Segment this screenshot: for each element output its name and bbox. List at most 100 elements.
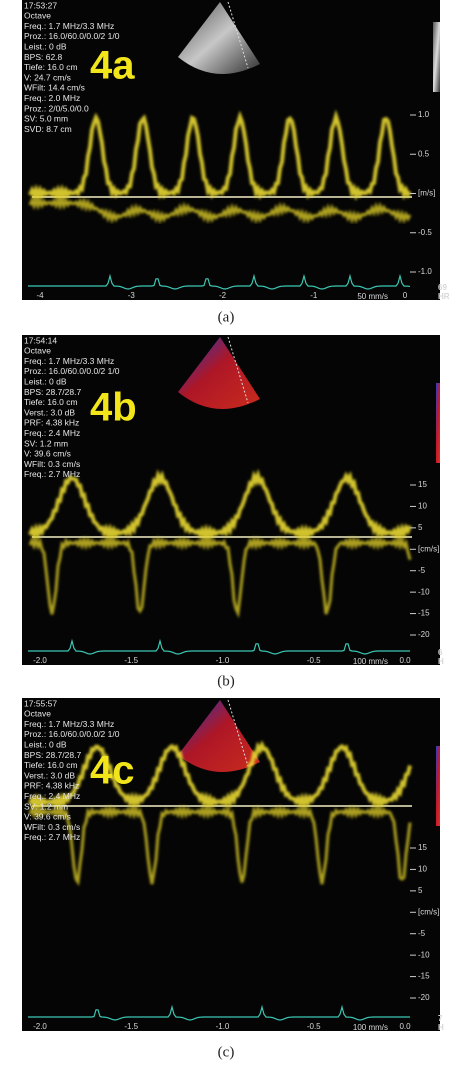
setting-line: Proz.: 2/0/5.0/0.0 bbox=[24, 103, 89, 113]
setting-line: Freq.: 2.0 MHz bbox=[24, 93, 80, 103]
setting-line: Verst.: 3.0 dB bbox=[24, 770, 75, 780]
doppler-lower bbox=[28, 195, 412, 225]
bottom-axis-label: -1.0 bbox=[216, 656, 230, 665]
panel-label: 4a bbox=[90, 44, 135, 88]
panel-label: 4c bbox=[90, 749, 135, 793]
heart-rate: 69 bbox=[438, 283, 447, 292]
setting-line: SVD: 8.7 cm bbox=[24, 124, 72, 134]
setting-line: WFilt: 14.4 cm/s bbox=[24, 83, 85, 93]
right-axis-label: [m/s] bbox=[418, 189, 435, 198]
panel-caption: (b) bbox=[217, 673, 235, 689]
sweep-speed: 100 mm/s bbox=[353, 657, 388, 666]
cursor-line bbox=[227, 699, 249, 767]
setting-line: Leist.: 0 dB bbox=[24, 739, 67, 749]
bottom-axis-label: -2.0 bbox=[33, 656, 47, 665]
panel-label: 4b bbox=[90, 386, 137, 430]
setting-line: BPS: 28.7/28.7 bbox=[24, 750, 81, 760]
right-axis-label: -1.0 bbox=[418, 267, 432, 276]
cursor-line bbox=[227, 336, 249, 404]
setting-line: 17:54:14 bbox=[24, 335, 57, 345]
right-axis-label: -5 bbox=[418, 566, 426, 575]
setting-line: Tiefe: 16.0 cm bbox=[24, 397, 78, 407]
right-axis-label: -10 bbox=[418, 950, 430, 959]
setting-line: V: 39.6 cm/s bbox=[24, 812, 71, 822]
setting-line: Tiefe: 16.0 cm bbox=[24, 62, 78, 72]
setting-line: V: 39.6 cm/s bbox=[24, 449, 71, 459]
ecg-trace bbox=[28, 638, 410, 655]
setting-line: Freq.: 2.7 MHz bbox=[24, 469, 80, 479]
setting-line: Freq.: 1.7 MHz/3.3 MHz bbox=[24, 719, 114, 729]
right-axis-label: 5 bbox=[418, 523, 423, 532]
right-axis-label: 10 bbox=[418, 865, 427, 874]
setting-line: Leist.: 0 dB bbox=[24, 41, 67, 51]
setting-line: SV: 1.2 mm bbox=[24, 801, 68, 811]
right-axis-label: -15 bbox=[418, 609, 430, 618]
setting-line: Leist.: 0 dB bbox=[24, 376, 67, 386]
bottom-axis-label: -2.0 bbox=[33, 1022, 47, 1031]
setting-line: Proz.: 16.0/60.0/0.0/2 1/0 bbox=[24, 31, 120, 41]
gray-bar bbox=[433, 22, 440, 92]
setting-line: Proz.: 16.0/60.0/0.0/2 1/0 bbox=[24, 366, 120, 376]
setting-line: Freq.: 1.7 MHz/3.3 MHz bbox=[24, 356, 114, 366]
doppler-upper bbox=[28, 468, 412, 543]
doppler-lower bbox=[28, 804, 412, 887]
setting-line: Tiefe: 16.0 cm bbox=[24, 760, 78, 770]
heart-rate-unit: H bbox=[438, 657, 444, 666]
ecg-trace bbox=[28, 1004, 410, 1021]
setting-line: SV: 5.0 mm bbox=[24, 114, 68, 124]
heart-rate: 7 bbox=[438, 1014, 443, 1023]
bottom-axis-label: -1 bbox=[310, 291, 318, 300]
echo-sector bbox=[178, 700, 260, 772]
doppler-upper bbox=[28, 109, 412, 203]
echo-sector bbox=[178, 337, 260, 409]
setting-line: BPS: 62.8 bbox=[24, 52, 63, 62]
cursor-line bbox=[227, 1, 249, 69]
bottom-axis-label: -1.5 bbox=[124, 656, 138, 665]
right-axis-label: -15 bbox=[418, 972, 430, 981]
heart-rate: 6 bbox=[438, 648, 443, 657]
setting-line: 17:53:27 bbox=[24, 0, 57, 10]
right-axis-label: -10 bbox=[418, 587, 430, 596]
bottom-axis-label: 0.0 bbox=[399, 656, 411, 665]
ecg-trace bbox=[28, 273, 411, 290]
bottom-axis-label: -4 bbox=[36, 291, 44, 300]
right-axis-label: 10 bbox=[418, 502, 427, 511]
right-axis-label: -5 bbox=[418, 929, 426, 938]
right-axis-label: 1.0 bbox=[418, 110, 430, 119]
setting-line: BPS: 28.7/28.7 bbox=[24, 387, 81, 397]
setting-line: WFilt: 0.3 cm/s bbox=[24, 822, 80, 832]
bottom-axis-label: -3 bbox=[128, 291, 136, 300]
bottom-axis-label: -1.0 bbox=[216, 1022, 230, 1031]
sweep-speed: 100 mm/s bbox=[353, 1023, 388, 1032]
setting-line: Freq.: 2.4 MHz bbox=[24, 791, 80, 801]
bottom-axis-label: 0.0 bbox=[399, 1022, 411, 1031]
setting-line: Freq.: 2.4 MHz bbox=[24, 428, 80, 438]
setting-line: Verst.: 3.0 dB bbox=[24, 407, 75, 417]
sweep-speed: 50 mm/s bbox=[357, 292, 388, 301]
right-axis-label: -20 bbox=[418, 630, 430, 639]
echo-sector bbox=[178, 2, 260, 74]
setting-line: Octave bbox=[24, 11, 51, 21]
setting-line: Freq.: 1.7 MHz/3.3 MHz bbox=[24, 21, 114, 31]
color-bar bbox=[436, 383, 440, 463]
right-axis-label: [cm/s] bbox=[418, 544, 439, 553]
right-axis-label: 5 bbox=[418, 886, 423, 895]
panel-caption: (a) bbox=[218, 309, 235, 325]
setting-line: WFilt: 0.3 cm/s bbox=[24, 459, 80, 469]
heart-rate-unit: H bbox=[438, 1023, 444, 1032]
setting-line: PRF: 4.38 kHz bbox=[24, 781, 79, 791]
doppler-upper bbox=[28, 740, 412, 811]
panel-caption: (c) bbox=[218, 1044, 235, 1060]
bottom-axis-label: 0 bbox=[403, 291, 408, 300]
bottom-axis-label: -2 bbox=[219, 291, 227, 300]
setting-line: SV: 1.2 mm bbox=[24, 438, 68, 448]
right-axis-label: -0.5 bbox=[418, 228, 432, 237]
right-axis-label: 0.5 bbox=[418, 149, 430, 158]
bottom-axis-label: -0.5 bbox=[307, 1022, 321, 1031]
setting-line: 17:55:57 bbox=[24, 698, 57, 708]
